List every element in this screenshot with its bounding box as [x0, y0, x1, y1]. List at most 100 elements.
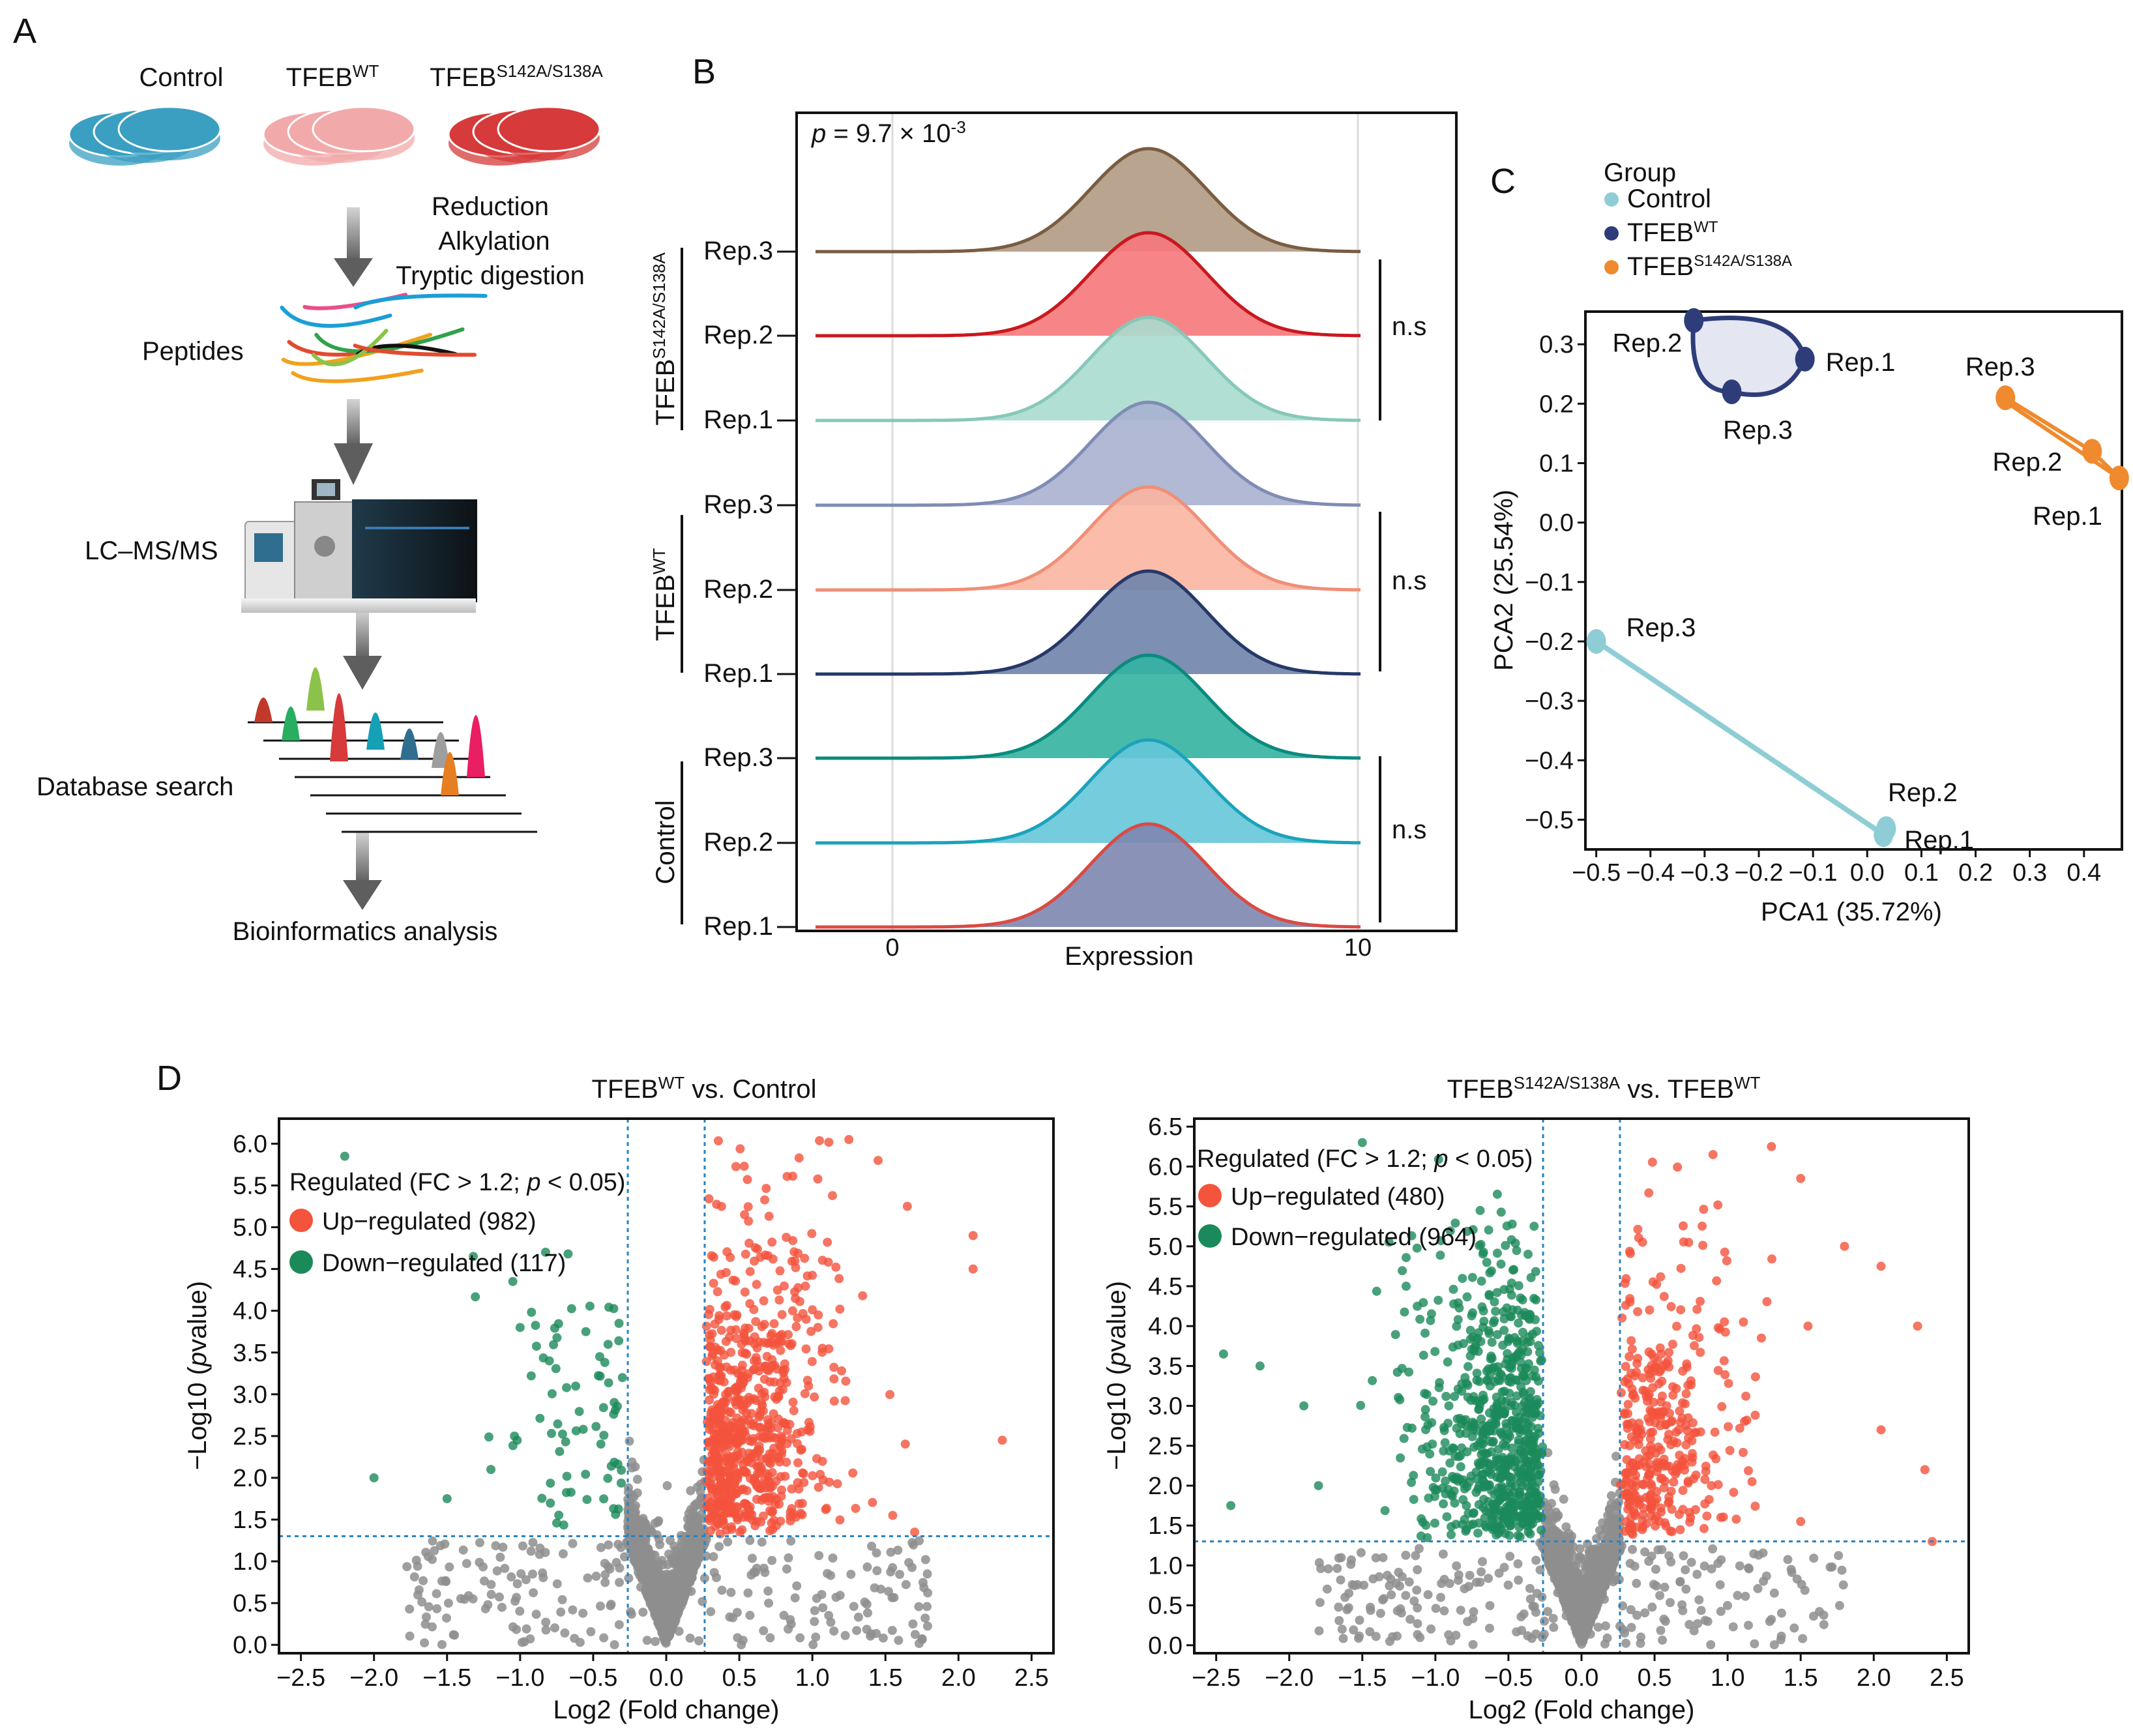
- ns-point: [628, 1545, 638, 1555]
- ns-point: [528, 1569, 537, 1579]
- ns-point: [641, 1573, 651, 1583]
- up-point: [778, 1368, 788, 1378]
- up-point: [716, 1371, 726, 1381]
- ns-point: [1465, 1570, 1475, 1580]
- ns-point: [1759, 1576, 1769, 1586]
- up-point: [1713, 1366, 1723, 1376]
- down-point: [1469, 1508, 1478, 1518]
- down-point: [1449, 1443, 1458, 1453]
- y-tick-label: 0.0: [1148, 1632, 1183, 1660]
- up-point: [1716, 1512, 1726, 1522]
- ns-point: [1374, 1572, 1384, 1582]
- ns-point: [1550, 1484, 1560, 1494]
- up-point: [733, 1426, 743, 1436]
- ns-point: [893, 1546, 903, 1555]
- ns-point: [1647, 1602, 1657, 1612]
- down-point: [614, 1319, 624, 1328]
- up-point: [1646, 1465, 1656, 1475]
- up-point: [770, 1392, 780, 1402]
- up-point: [828, 1191, 837, 1201]
- ns-point: [767, 1555, 777, 1565]
- down-point: [1419, 1350, 1428, 1360]
- ns-point: [1640, 1608, 1650, 1618]
- ns-point: [1606, 1491, 1616, 1501]
- ns-point: [626, 1610, 636, 1619]
- up-point: [1681, 1420, 1691, 1430]
- ns-point: [1611, 1525, 1621, 1535]
- ns-point: [1514, 1575, 1523, 1585]
- ns-point: [1723, 1600, 1732, 1610]
- ns-point: [620, 1552, 629, 1562]
- peptide-strand: [291, 368, 424, 383]
- up-point: [797, 1499, 807, 1508]
- up-point: [1652, 1280, 1662, 1289]
- up-point: [885, 1390, 895, 1400]
- up-point: [709, 1372, 718, 1382]
- down-point: [1441, 1476, 1450, 1486]
- down-point: [1478, 1503, 1488, 1512]
- ns-point: [492, 1566, 502, 1576]
- pca-y-tick-label: 0.3: [1539, 331, 1574, 359]
- up-point: [731, 1325, 741, 1334]
- down-point: [1450, 1218, 1460, 1228]
- ns-point: [1666, 1598, 1675, 1608]
- ns-point: [662, 1481, 672, 1490]
- volcano-right-legend-down-dot: [1198, 1224, 1222, 1248]
- down-point: [1477, 1414, 1486, 1424]
- down-point: [540, 1247, 550, 1257]
- ridge-rep-label: Rep.2: [703, 321, 773, 349]
- up-point: [1688, 1418, 1698, 1428]
- pca-point: [1684, 308, 1704, 333]
- pca-x-tick-label: 0.3: [2012, 859, 2047, 887]
- down-point: [1458, 1495, 1468, 1505]
- up-point: [1621, 1469, 1630, 1479]
- ns-point: [568, 1605, 578, 1615]
- ns-point: [1750, 1639, 1759, 1649]
- ridge-rep-label: Rep.2: [703, 828, 773, 857]
- up-point: [835, 1515, 845, 1525]
- down-point: [1426, 1309, 1436, 1319]
- up-point: [742, 1398, 752, 1408]
- ns-point: [717, 1585, 727, 1595]
- y-tick-label: 4.5: [1148, 1273, 1183, 1301]
- up-point: [1698, 1241, 1708, 1250]
- up-point: [707, 1473, 717, 1483]
- pca-y-tick-label: −0.5: [1525, 806, 1574, 834]
- down-point: [1458, 1274, 1467, 1284]
- up-point: [1630, 1435, 1640, 1445]
- up-point: [1657, 1376, 1667, 1386]
- up-point: [764, 1497, 774, 1506]
- up-point: [1638, 1237, 1647, 1247]
- up-point: [1662, 1401, 1671, 1411]
- ns-point: [1636, 1632, 1645, 1642]
- ns-point: [1628, 1544, 1638, 1554]
- ns-point: [616, 1542, 626, 1552]
- up-point: [1713, 1323, 1723, 1332]
- down-point: [1501, 1396, 1510, 1406]
- down-point: [1473, 1328, 1483, 1338]
- down-point: [527, 1308, 537, 1317]
- x-tick-label: 2.0: [941, 1664, 976, 1692]
- ns-point: [1365, 1627, 1375, 1637]
- ns-point: [417, 1597, 427, 1607]
- ns-point: [810, 1606, 819, 1615]
- down-point: [1409, 1495, 1419, 1505]
- up-point: [1762, 1297, 1772, 1306]
- down-point: [1518, 1469, 1528, 1479]
- ns-point: [1463, 1617, 1473, 1626]
- down-point: [1469, 1346, 1479, 1356]
- up-point: [774, 1295, 784, 1305]
- group-label-tfeb-mutant: TFEBS142A/S138A: [430, 61, 603, 92]
- down-point: [1506, 1481, 1516, 1491]
- down-point: [551, 1364, 561, 1374]
- down-point: [1485, 1370, 1495, 1380]
- pca-point: [1722, 379, 1742, 405]
- down-point: [1424, 1493, 1434, 1503]
- up-point: [744, 1216, 754, 1226]
- down-point: [1519, 1450, 1529, 1460]
- ns-point: [1485, 1601, 1495, 1610]
- up-point: [750, 1256, 759, 1266]
- y-tick-label: 1.5: [233, 1507, 267, 1534]
- ns-point: [1744, 1563, 1754, 1573]
- up-point: [709, 1252, 718, 1262]
